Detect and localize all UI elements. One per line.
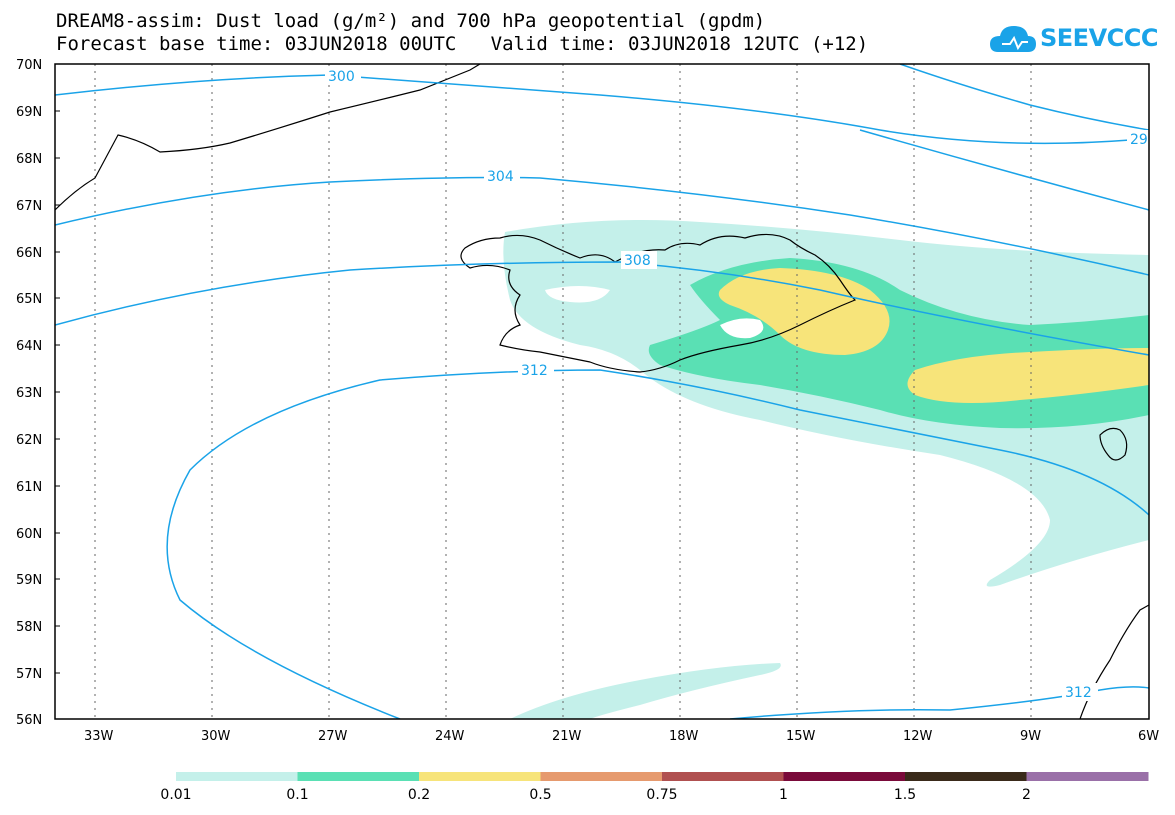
lat-label: 56N xyxy=(16,713,42,728)
lat-label: 69N xyxy=(16,105,42,120)
lat-label: 67N xyxy=(16,199,42,214)
map-subtitle-times: Forecast base time: 03JUN2018 00UTC Vali… xyxy=(56,33,869,55)
colorbar-swatch xyxy=(176,772,298,781)
lat-label: 58N xyxy=(16,620,42,635)
colorbar-swatch xyxy=(905,772,1027,781)
colorbar-swatch xyxy=(297,772,420,781)
greenland-coast xyxy=(55,64,481,211)
seevccc-logo-text: SEEVCCC xyxy=(1040,24,1159,52)
colorbar-swatch xyxy=(1026,772,1149,781)
colorbar-swatch xyxy=(540,772,663,781)
lon-label: 18W xyxy=(669,729,699,744)
lat-label: 59N xyxy=(16,573,42,588)
coastlines xyxy=(55,64,1149,719)
colorbar-swatch xyxy=(662,772,784,781)
lon-label: 6W xyxy=(1138,729,1159,744)
colorbar-label: 0.01 xyxy=(160,787,191,803)
contour-296 xyxy=(899,64,1149,131)
colorbar-label: 0.5 xyxy=(529,787,551,803)
lat-label: 70N xyxy=(16,58,42,73)
lon-label: 9W xyxy=(1020,729,1041,744)
map-title: DREAM8-assim: Dust load (g/m²) and 700 h… xyxy=(56,10,766,32)
dust-area-001-south xyxy=(510,663,781,719)
longitude-labels: 33W 30W 27W 24W 21W 18W 15W 12W 9W 6W xyxy=(84,729,1159,744)
contour-304b xyxy=(859,129,1149,211)
lat-label: 66N xyxy=(16,246,42,261)
contour-label-312: 312 xyxy=(521,363,548,379)
contour-312b xyxy=(729,686,1149,719)
colorbar-label: 1.5 xyxy=(894,787,916,803)
lon-label: 33W xyxy=(84,729,114,744)
lat-label: 68N xyxy=(16,152,42,167)
contour-label-312-south: 312 xyxy=(1065,685,1092,701)
contour-312 xyxy=(166,369,1149,719)
iceland-coast xyxy=(460,233,857,373)
colorbar-label: 2 xyxy=(1022,787,1031,803)
contour-300 xyxy=(55,74,1131,145)
lon-label: 12W xyxy=(903,729,933,744)
lat-label: 64N xyxy=(16,339,42,354)
colorbar-label: 1 xyxy=(779,787,788,803)
lat-label: 65N xyxy=(16,292,42,307)
contour-label-304: 304 xyxy=(487,169,514,185)
lat-label: 62N xyxy=(16,433,42,448)
lat-label: 61N xyxy=(16,480,42,495)
latitude-labels: 70N 69N 68N 67N 66N 65N 64N 63N 62N 61N … xyxy=(16,58,42,728)
colorbar-label: 0.75 xyxy=(646,787,677,803)
lon-label: 30W xyxy=(201,729,231,744)
dust-area-02-east xyxy=(907,348,1149,404)
contour-label-308: 308 xyxy=(624,253,651,269)
contour-label-300: 300 xyxy=(328,69,355,85)
colorbar-swatch xyxy=(783,772,906,781)
geopotential-contours xyxy=(55,64,1149,719)
scotland-coast xyxy=(1079,604,1149,719)
lat-label: 63N xyxy=(16,386,42,401)
colorbar-label: 0.1 xyxy=(286,787,308,803)
contour-304 xyxy=(55,176,1149,276)
lon-label: 15W xyxy=(786,729,816,744)
colorbar: 0.01 0.1 0.2 0.5 0.75 1 1.5 2 xyxy=(160,772,1149,803)
lon-label: 24W xyxy=(435,729,465,744)
lat-label: 60N xyxy=(16,527,42,542)
lat-label: 57N xyxy=(16,667,42,682)
lon-label: 21W xyxy=(552,729,582,744)
axis-ticks xyxy=(55,63,60,674)
glacier-patch xyxy=(545,286,610,303)
colorbar-label: 0.2 xyxy=(408,787,430,803)
cloud-logo-icon xyxy=(990,26,1036,52)
contour-label-29: 29 xyxy=(1130,132,1148,148)
glacier-patch xyxy=(720,318,764,339)
contour-308 xyxy=(55,261,1149,356)
colorbar-swatch xyxy=(419,772,541,781)
lon-label: 27W xyxy=(318,729,348,744)
dust-area-001 xyxy=(503,219,1149,587)
faroe-islands-coast xyxy=(1099,427,1128,461)
